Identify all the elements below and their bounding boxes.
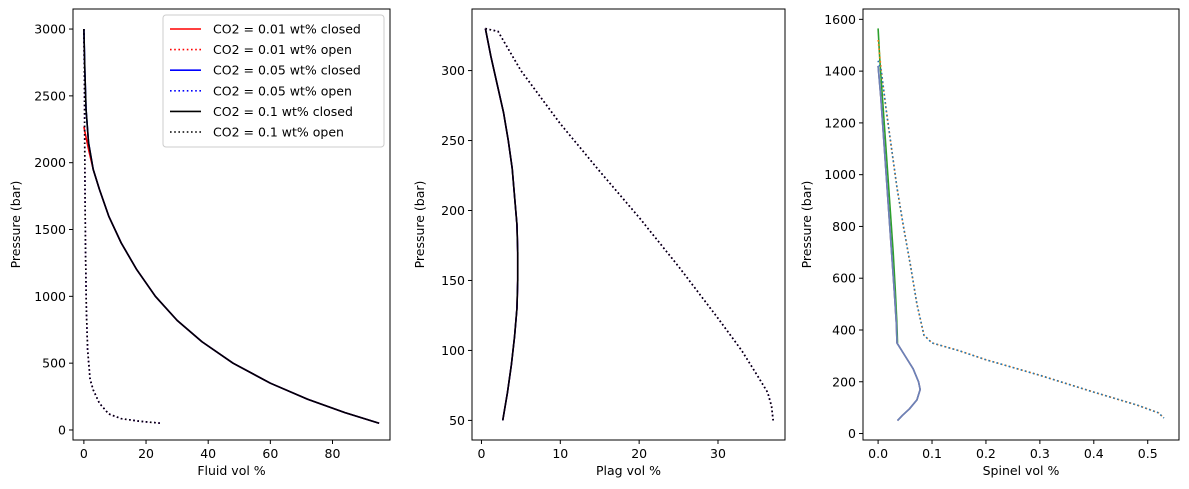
plag-y-tick-label: 50 — [449, 413, 465, 428]
fluid-y-tick-label: 500 — [42, 356, 66, 371]
plag-x-tick-label: 20 — [631, 446, 647, 461]
plag-series-layer — [484, 27, 774, 421]
fluid-y-tick-label: 2000 — [34, 155, 66, 170]
fluid-x-axis-label: Fluid vol % — [197, 463, 265, 478]
legend-label-5: CO2 = 0.1 wt% open — [213, 125, 344, 140]
spinel-series-2-line — [877, 60, 1165, 419]
plag-x-tick-label: 0 — [477, 446, 485, 461]
plag-panel: 0 10 20 30 50 100 150 200 250 300 Plag vol % Pres… — [412, 8, 786, 478]
fluid-tick-layer: 0 20 40 60 80 0 500 1000 1500 2000 2500 3000 — [34, 22, 340, 461]
plag-plot-area — [472, 9, 785, 440]
plag-y-tick-label: 100 — [441, 343, 465, 358]
spinel-x-axis-label: Spinel vol % — [983, 463, 1060, 478]
spinel-y-tick-label: 800 — [832, 219, 856, 234]
spinel-panel: 0.0 0.1 0.2 0.3 0.4 0.5 0 200 400 600 800 1000 1200 1… — [799, 8, 1180, 478]
fluid-series-layer — [83, 29, 380, 425]
spinel-plot-area — [863, 9, 1179, 440]
spinel-axes-frame — [862, 8, 1180, 441]
plag-tick-layer: 0 10 20 30 50 100 150 200 250 300 — [441, 63, 726, 461]
legend-label-2: CO2 = 0.05 wt% closed — [213, 63, 361, 78]
legend-box — [162, 14, 385, 148]
fluid-panel: 0 20 40 60 80 0 500 1000 1500 2000 2500 3000 Fluid … — [8, 8, 391, 478]
plag-y-tick-label: 300 — [441, 63, 465, 78]
fluid-y-tick-label: 0 — [58, 422, 66, 437]
spinel-y-tick-label: 1600 — [824, 12, 856, 27]
spinel-series-5-line — [877, 65, 921, 422]
legend-label-4: CO2 = 0.1 wt% closed — [213, 104, 353, 119]
fluid-y-tick-label: 2500 — [34, 88, 66, 103]
spinel-y-tick-label: 1200 — [824, 115, 856, 130]
spinel-x-tick-label: 0.4 — [1084, 446, 1104, 461]
fluid-x-tick-label: 80 — [325, 446, 341, 461]
spinel-y-tick-label: 0 — [848, 426, 856, 441]
spinel-x-tick-label: 0.0 — [868, 446, 888, 461]
plag-x-tick-label: 10 — [552, 446, 568, 461]
spinel-series-layer — [877, 28, 1165, 422]
legend-label-3: CO2 = 0.05 wt% open — [213, 83, 352, 98]
fluid-y-axis-label: Pressure (bar) — [8, 181, 23, 269]
fluid-x-tick-label: 60 — [262, 446, 278, 461]
fluid-y-tick-label: 3000 — [34, 22, 66, 37]
plag-y-tick-label: 200 — [441, 203, 465, 218]
spinel-tick-layer: 0.0 0.1 0.2 0.3 0.4 0.5 0 200 400 600 800 1000 1200 1… — [824, 12, 1157, 461]
plag-x-axis-label: Plag vol % — [596, 463, 661, 478]
spinel-y-tick-label: 600 — [832, 271, 856, 286]
fluid-x-tick-label: 0 — [80, 446, 88, 461]
fluid-x-tick-label: 20 — [138, 446, 154, 461]
plag-x-tick-label: 30 — [710, 446, 726, 461]
legend-rows: CO2 = 0.01 wt% closed CO2 = 0.01 wt% open… — [170, 22, 361, 140]
spinel-y-tick-label: 200 — [832, 374, 856, 389]
plag-axes-frame — [471, 8, 786, 441]
plag-y-tick-label: 150 — [441, 273, 465, 288]
fluid-x-tick-label: 40 — [200, 446, 216, 461]
fluid-y-tick-label: 1000 — [34, 289, 66, 304]
spinel-y-tick-label: 1400 — [824, 64, 856, 79]
spinel-x-tick-label: 0.3 — [1030, 446, 1050, 461]
spinel-x-tick-label: 0.2 — [976, 446, 996, 461]
plag-series-2-line — [484, 28, 519, 421]
spinel-y-tick-label: 400 — [832, 322, 856, 337]
spinel-y-tick-label: 1000 — [824, 167, 856, 182]
fluid-series-4-line — [83, 29, 380, 425]
spinel-series-0-line — [877, 28, 899, 343]
fluid-series-5-line — [83, 29, 162, 425]
spinel-x-tick-label: 0.5 — [1138, 446, 1158, 461]
legend: CO2 = 0.01 wt% closed CO2 = 0.01 wt% open… — [162, 14, 385, 148]
spinel-x-tick-label: 0.1 — [922, 446, 942, 461]
plag-y-tick-label: 250 — [441, 133, 465, 148]
fluid-y-tick-label: 1500 — [34, 222, 66, 237]
legend-label-1: CO2 = 0.01 wt% open — [213, 42, 352, 57]
legend-label-0: CO2 = 0.01 wt% closed — [213, 22, 361, 37]
plag-y-axis-label: Pressure (bar) — [412, 181, 427, 269]
fluid-axes-frame — [72, 8, 391, 441]
spinel-y-axis-label: Pressure (bar) — [799, 181, 814, 269]
